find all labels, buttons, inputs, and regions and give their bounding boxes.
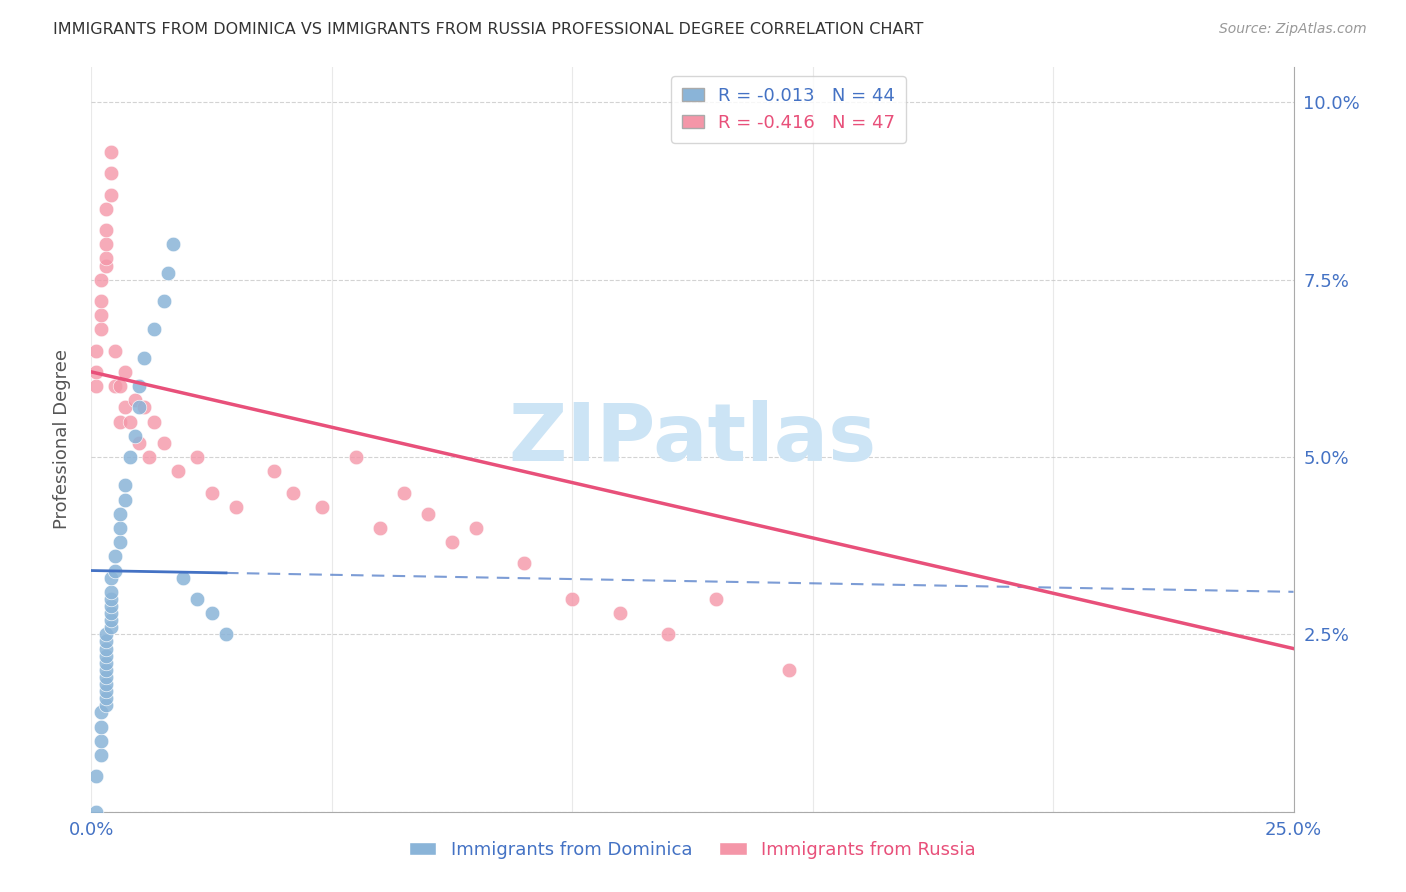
Point xyxy=(110,535,132,549)
Point xyxy=(94,202,117,216)
Point xyxy=(152,435,174,450)
Point xyxy=(90,322,112,336)
Point xyxy=(142,322,165,336)
Point xyxy=(100,584,122,599)
Point xyxy=(100,571,122,585)
Point xyxy=(118,415,141,429)
Point xyxy=(283,485,305,500)
Point xyxy=(263,464,285,478)
Text: IMMIGRANTS FROM DOMINICA VS IMMIGRANTS FROM RUSSIA PROFESSIONAL DEGREE CORRELATI: IMMIGRANTS FROM DOMINICA VS IMMIGRANTS F… xyxy=(53,22,924,37)
Point xyxy=(561,591,583,606)
Point xyxy=(215,627,238,641)
Point xyxy=(114,478,136,492)
Point xyxy=(94,237,117,252)
Point xyxy=(94,648,117,663)
Point xyxy=(90,293,112,308)
Point xyxy=(368,521,391,535)
Point xyxy=(186,450,208,464)
Point xyxy=(104,564,127,578)
Point xyxy=(94,677,117,691)
Point xyxy=(110,507,132,521)
Point xyxy=(94,259,117,273)
Point xyxy=(225,500,247,514)
Point xyxy=(128,401,150,415)
Point xyxy=(100,166,122,180)
Point xyxy=(94,641,117,656)
Point xyxy=(84,365,107,379)
Y-axis label: Professional Degree: Professional Degree xyxy=(52,350,70,529)
Point xyxy=(201,606,224,620)
Point xyxy=(392,485,415,500)
Point xyxy=(114,492,136,507)
Point xyxy=(110,415,132,429)
Point xyxy=(94,684,117,698)
Point xyxy=(162,237,184,252)
Point xyxy=(94,252,117,266)
Point xyxy=(172,571,194,585)
Point xyxy=(186,591,208,606)
Point xyxy=(138,450,160,464)
Point xyxy=(167,464,190,478)
Point xyxy=(94,634,117,648)
Point xyxy=(118,450,141,464)
Point xyxy=(100,599,122,613)
Point xyxy=(201,485,224,500)
Point xyxy=(104,379,127,393)
Point xyxy=(114,401,136,415)
Point xyxy=(110,379,132,393)
Point xyxy=(94,670,117,684)
Text: Source: ZipAtlas.com: Source: ZipAtlas.com xyxy=(1219,22,1367,37)
Point xyxy=(416,507,439,521)
Point xyxy=(104,343,127,358)
Point xyxy=(142,415,165,429)
Point xyxy=(513,557,536,571)
Point xyxy=(90,733,112,747)
Point xyxy=(706,591,728,606)
Point xyxy=(84,805,107,819)
Point xyxy=(100,591,122,606)
Point xyxy=(114,365,136,379)
Point xyxy=(440,535,463,549)
Text: ZIPatlas: ZIPatlas xyxy=(509,401,876,478)
Point xyxy=(134,401,156,415)
Point xyxy=(465,521,488,535)
Point xyxy=(90,308,112,322)
Point xyxy=(90,706,112,720)
Point xyxy=(104,549,127,564)
Point xyxy=(94,656,117,670)
Point xyxy=(90,273,112,287)
Point xyxy=(110,521,132,535)
Point xyxy=(778,663,800,677)
Point xyxy=(344,450,367,464)
Point xyxy=(90,720,112,734)
Point xyxy=(94,663,117,677)
Point xyxy=(100,613,122,627)
Point xyxy=(94,698,117,713)
Point xyxy=(90,747,112,762)
Point xyxy=(84,343,107,358)
Point xyxy=(657,627,679,641)
Point xyxy=(84,379,107,393)
Point xyxy=(124,429,146,443)
Point xyxy=(94,223,117,237)
Point xyxy=(124,393,146,408)
Point xyxy=(100,145,122,159)
Point xyxy=(84,769,107,783)
Point xyxy=(100,606,122,620)
Point xyxy=(152,293,174,308)
Point xyxy=(94,627,117,641)
Point xyxy=(100,187,122,202)
Point xyxy=(128,435,150,450)
Point xyxy=(134,351,156,365)
Point xyxy=(311,500,333,514)
Point xyxy=(94,691,117,706)
Point xyxy=(609,606,631,620)
Legend: Immigrants from Dominica, Immigrants from Russia: Immigrants from Dominica, Immigrants fro… xyxy=(402,833,983,866)
Point xyxy=(157,266,180,280)
Point xyxy=(128,379,150,393)
Point xyxy=(100,620,122,634)
